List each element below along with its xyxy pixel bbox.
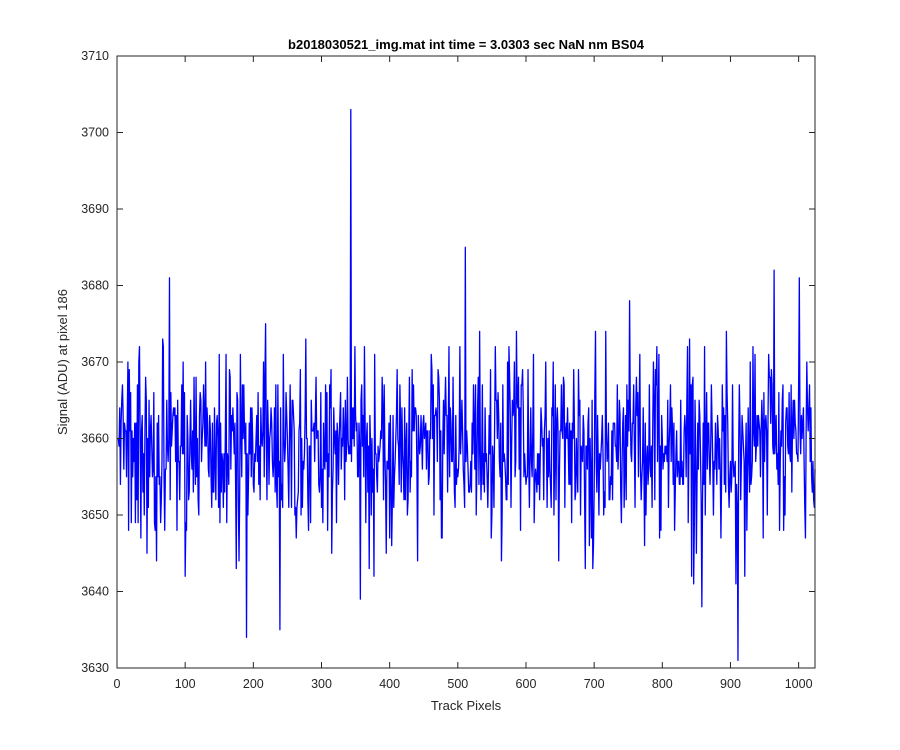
signal-series-line	[117, 108, 816, 661]
x-tick-label: 300	[311, 677, 332, 691]
x-tick-label: 800	[652, 677, 673, 691]
y-tick-label: 3650	[81, 508, 109, 522]
x-tick-label: 0	[114, 677, 121, 691]
y-tick-label: 3640	[81, 585, 109, 599]
y-tick-label: 3700	[81, 126, 109, 140]
x-tick-label: 100	[175, 677, 196, 691]
y-tick-label: 3680	[81, 279, 109, 293]
series-layer	[117, 108, 816, 661]
y-tick-label: 3690	[81, 202, 109, 216]
x-tick-label: 1000	[785, 677, 813, 691]
x-tick-label: 900	[720, 677, 741, 691]
plot-area: 0 100 200 300 400 500 600 700 800 900 1000 3630 3640…	[81, 49, 816, 691]
y-tick-label: 3670	[81, 355, 109, 369]
x-tick-label: 500	[447, 677, 468, 691]
y-tick-label: 3630	[81, 661, 109, 675]
chart-title: b2018030521_img.mat int time = 3.0303 se…	[288, 37, 645, 52]
ticks-layer: 0 100 200 300 400 500 600 700 800 900 1000 3630 3640…	[81, 49, 815, 691]
y-tick-label: 3710	[81, 49, 109, 63]
x-tick-label: 400	[379, 677, 400, 691]
y-axis-label: Signal (ADU) at pixel 186	[55, 289, 70, 435]
x-tick-label: 200	[243, 677, 264, 691]
x-tick-label: 600	[516, 677, 537, 691]
x-tick-label: 700	[584, 677, 605, 691]
y-tick-label: 3660	[81, 432, 109, 446]
x-axis-label: Track Pixels	[431, 698, 502, 713]
